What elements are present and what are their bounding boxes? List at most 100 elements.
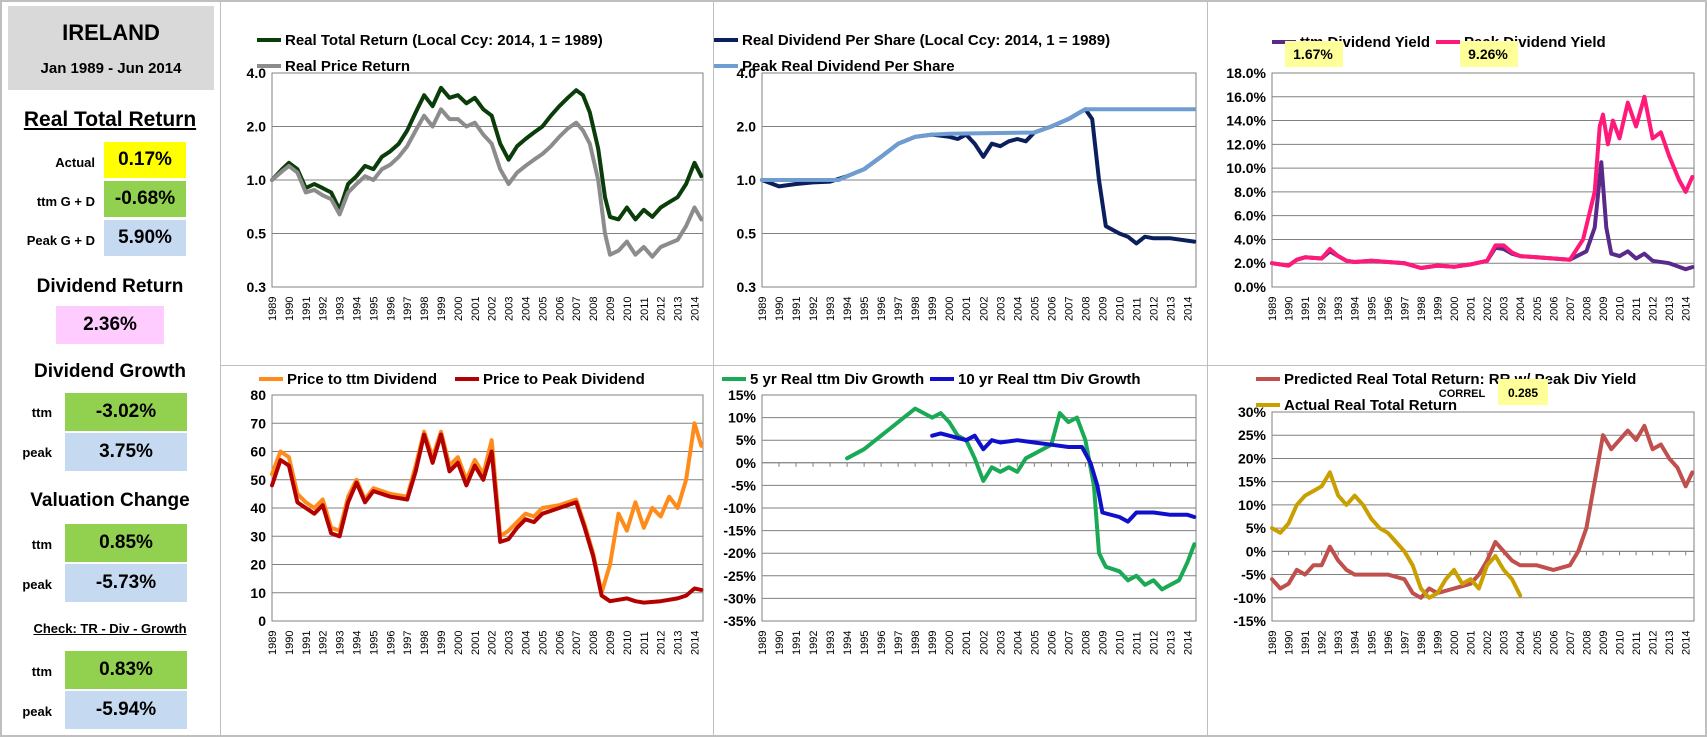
x-tick-label: 1998	[1416, 297, 1428, 321]
x-tick-label: 2004	[521, 297, 533, 321]
check-label-peak: peak	[22, 704, 52, 719]
x-tick-label: 1994	[1350, 631, 1362, 655]
y-tick-label: 14.0%	[1226, 113, 1266, 129]
x-tick-label: 2014	[1182, 297, 1194, 321]
y-tick-label: 12.0%	[1226, 136, 1266, 152]
rtr-label-actual: Actual	[55, 155, 95, 170]
rtr-label-peak: Peak G + D	[26, 233, 95, 248]
yield-value-box-0	[1285, 41, 1343, 67]
x-tick-label: 2004	[1012, 297, 1024, 321]
series-line-1	[1270, 94, 1695, 270]
legend-label-1: Price to Peak Dividend	[483, 371, 645, 388]
x-tick-label: 2006	[1046, 297, 1058, 321]
x-tick-label: 1990	[774, 297, 786, 321]
x-tick-label: 1999	[927, 297, 939, 321]
x-tick-label: 2013	[673, 631, 685, 655]
rtr-value-peak: 5.90%	[104, 220, 186, 256]
y-tick-label: 0.5	[737, 226, 757, 242]
x-tick-label: 1990	[284, 631, 296, 655]
x-tick-label: 2011	[1631, 631, 1643, 655]
x-tick-label: 2003	[1499, 297, 1511, 321]
dividend-yield-chart: 18.0% 16.0% 14.0% 12.0% 10.0% 8.0% 6.0% 4.0% 2.0…	[1226, 34, 1695, 321]
x-tick-label: 2003	[504, 631, 516, 655]
correl-value: 0.285	[1508, 386, 1538, 400]
x-tick-label: 2013	[1664, 297, 1676, 321]
series-line-0	[270, 421, 704, 595]
x-tick-label: 2008	[1080, 631, 1092, 655]
x-tick-label: 2003	[995, 631, 1007, 655]
x-tick-label: 1994	[842, 631, 854, 655]
x-tick-label: 2008	[1080, 297, 1092, 321]
summary-sidebar: IRELAND Jan 1989 - Jun 2014 Real Total R…	[0, 0, 220, 737]
y-tick-label: 60	[250, 444, 266, 460]
x-tick-label: 2002	[978, 631, 990, 655]
yield-value-box-1	[1460, 41, 1518, 67]
x-tick-label: 2007	[1565, 297, 1577, 321]
correl-value-box	[1498, 379, 1548, 405]
y-tick-label: -5%	[731, 477, 756, 493]
y-tick-label: -15%	[1233, 613, 1266, 629]
x-tick-label: 2006	[554, 631, 566, 655]
x-tick-label: 1991	[1300, 631, 1312, 655]
x-tick-label: 1992	[808, 297, 820, 321]
x-tick-label: 2011	[1131, 297, 1143, 321]
x-tick-label: 2008	[588, 631, 600, 655]
series-line-0	[760, 107, 1197, 246]
divider-col1	[713, 2, 714, 735]
y-tick-label: 10.0%	[1226, 160, 1266, 176]
divider-col2	[1207, 2, 1208, 735]
y-tick-label: 20	[250, 557, 266, 573]
x-tick-label: 2011	[639, 631, 651, 655]
x-tick-label: 2001	[470, 297, 482, 321]
dividend-growth-chart: 15% 10% 5% 0% -5% -10% -15% -20% -25% -30% -35%198…	[722, 371, 1197, 655]
x-tick-label: 2009	[1598, 631, 1610, 655]
x-tick-label: 2001	[1466, 631, 1478, 655]
x-tick-label: 2006	[1548, 631, 1560, 655]
series-line-0	[845, 406, 1197, 592]
check-value-ttm: 0.83%	[65, 651, 187, 689]
x-tick-label: 1997	[402, 297, 414, 321]
x-tick-label: 1995	[1366, 297, 1378, 321]
x-tick-label: 1998	[910, 631, 922, 655]
dg-label-peak: peak	[22, 445, 52, 460]
x-tick-label: 2013	[1165, 631, 1177, 655]
y-tick-label: 10	[250, 585, 266, 601]
x-tick-label: 2011	[639, 297, 651, 321]
x-tick-label: 1996	[876, 631, 888, 655]
x-tick-label: 2008	[588, 297, 600, 321]
series-line-1	[1270, 470, 1523, 600]
x-tick-label: 1999	[1432, 297, 1444, 321]
y-tick-label: 0.3	[737, 279, 757, 295]
x-tick-label: 2001	[961, 297, 973, 321]
y-tick-label: 20%	[1238, 450, 1267, 466]
dividend-return-title: Dividend Return	[36, 276, 184, 297]
y-tick-label: -30%	[723, 590, 756, 606]
x-tick-label: 1999	[436, 631, 448, 655]
check-label-ttm: ttm	[31, 664, 52, 679]
legend-label-1: Real Price Return	[285, 58, 410, 75]
series-line-1	[270, 432, 704, 605]
x-tick-label: 2002	[1482, 631, 1494, 655]
y-tick-label: 2.0%	[1234, 255, 1266, 271]
legend-label-0: 5 yr Real ttm Div Growth	[750, 371, 924, 388]
period-label: Jan 1989 - Jun 2014	[40, 59, 182, 77]
x-tick-label: 1992	[318, 631, 330, 655]
y-tick-label: -25%	[723, 568, 756, 584]
x-tick-label: 1991	[791, 297, 803, 321]
legend-label-0: Price to ttm Dividend	[287, 371, 437, 388]
y-tick-label: -20%	[723, 545, 756, 561]
legend-label-0: Real Total Return (Local Ccy: 2014, 1 = …	[285, 32, 603, 49]
y-tick-label: 15%	[728, 387, 757, 403]
x-tick-label: 2004	[1515, 631, 1527, 655]
x-tick-label: 1998	[419, 297, 431, 321]
y-tick-label: 6.0%	[1234, 208, 1266, 224]
y-tick-label: 70	[250, 415, 266, 431]
x-tick-label: 1995	[859, 631, 871, 655]
x-tick-label: 2005	[537, 297, 549, 321]
x-tick-label: 2003	[995, 297, 1007, 321]
y-tick-label: 0.5	[247, 226, 267, 242]
x-tick-label: 2001	[961, 631, 973, 655]
x-tick-label: 2000	[1449, 631, 1461, 655]
y-tick-label: 2.0	[737, 119, 757, 135]
